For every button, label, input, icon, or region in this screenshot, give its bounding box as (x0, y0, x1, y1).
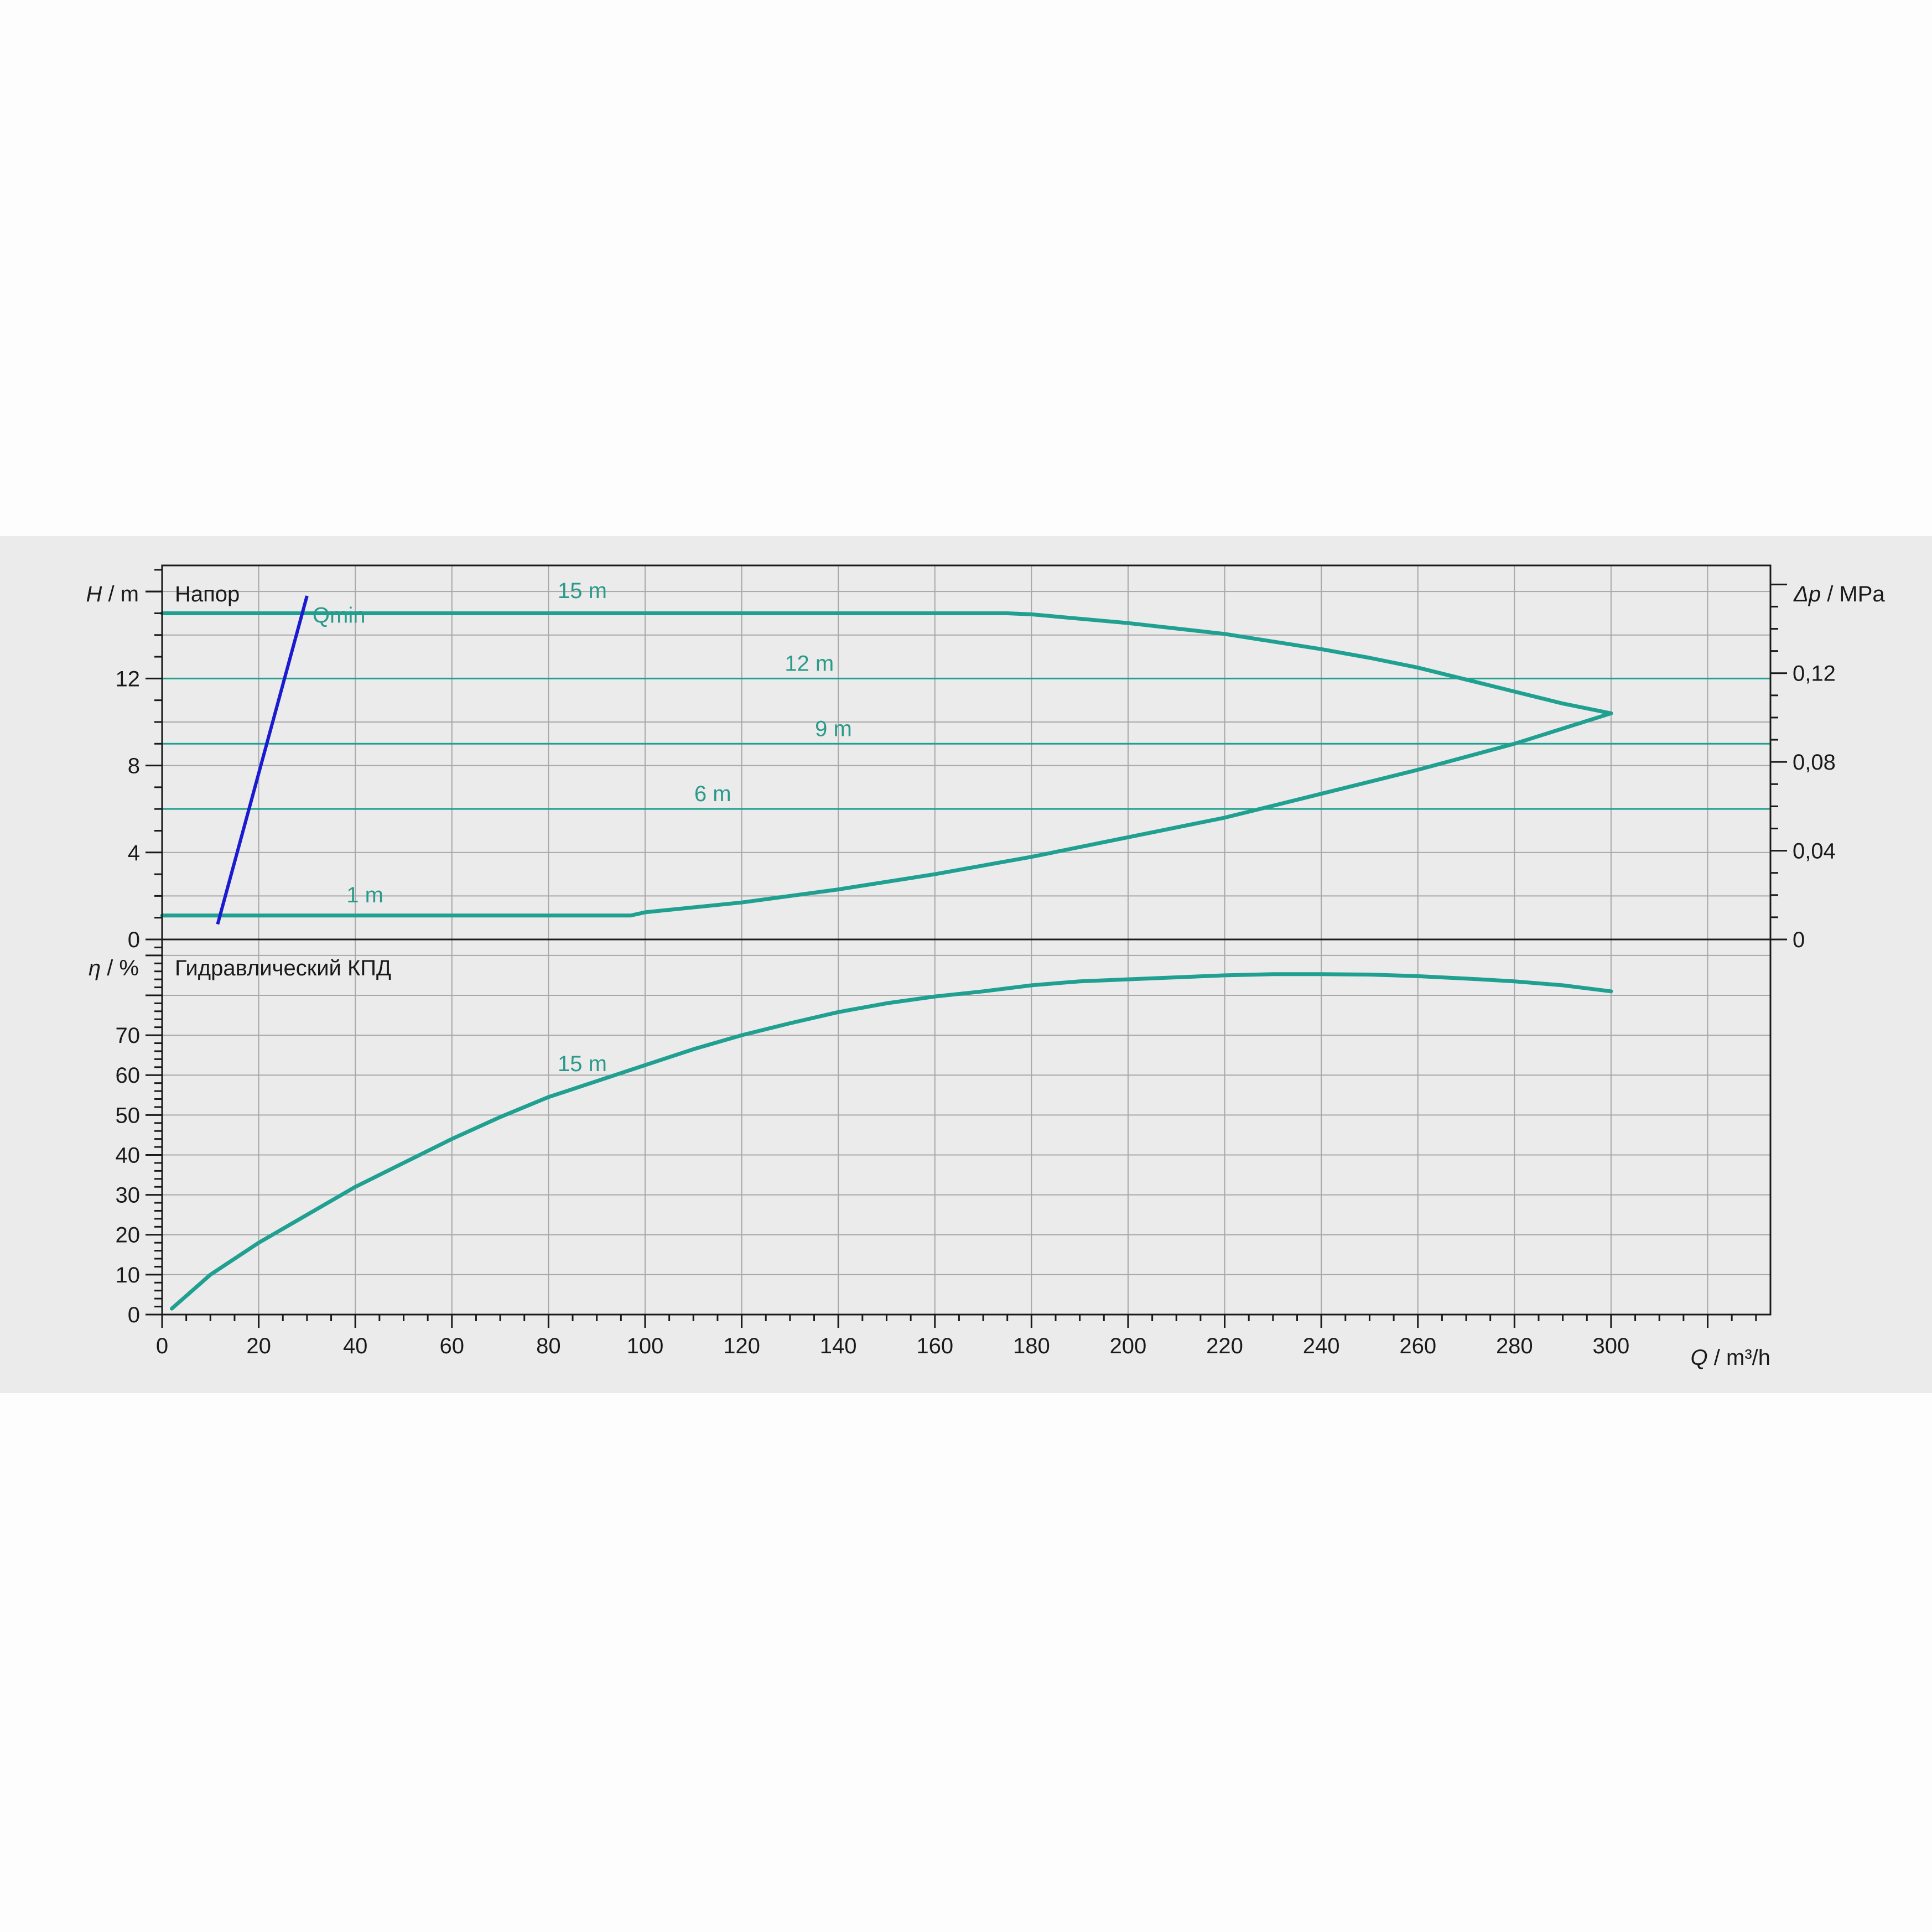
curve-layer (160, 595, 1770, 1311)
x-tick-label: 60 (440, 1334, 465, 1358)
efficiency-y-tick-label: 60 (116, 1063, 141, 1088)
qmin-line (216, 595, 309, 925)
x-tick-label: 240 (1303, 1334, 1340, 1358)
setpoint-label-6m: 6 m (694, 782, 731, 806)
setpoint-label-12m: 12 m (785, 651, 834, 676)
head-curve-15m (160, 611, 1613, 715)
head-axis-unit: / m (102, 582, 139, 606)
x-tick-label: 0 (156, 1334, 168, 1358)
pressure-axis-symbol: Δp (1793, 582, 1821, 606)
head-axis-symbol: H (86, 582, 102, 606)
head-axis-label: H / m (86, 582, 139, 606)
pressure-tick-label: 0,12 (1793, 662, 1836, 686)
frame-layer (146, 564, 1787, 1328)
x-tick-label: 260 (1399, 1334, 1436, 1358)
head-y-tick-label: 8 (128, 754, 140, 778)
setpoint-label-9m: 9 m (815, 716, 852, 741)
x-tick-label: 20 (246, 1334, 271, 1358)
efficiency-panel-title: Гидравлический КПД (175, 956, 391, 980)
x-tick-label: 160 (916, 1334, 953, 1358)
x-tick-label: 120 (723, 1334, 760, 1358)
efficiency-axis-label: η / % (89, 956, 139, 980)
text-layer: Напор Гидравлический КПД H / m η / % Δp … (86, 579, 1885, 1370)
flow-axis-symbol: Q (1691, 1346, 1708, 1370)
efficiency-axis-unit: / % (101, 956, 139, 980)
head-y-tick-label: 4 (128, 841, 140, 865)
efficiency-y-tick-label: 50 (116, 1103, 141, 1128)
efficiency-y-tick-label: 30 (116, 1183, 141, 1208)
qmin-label: Qmin (313, 603, 366, 627)
x-tick-label: 140 (820, 1334, 857, 1358)
efficiency-y-tick-label: 20 (116, 1223, 141, 1248)
head-y-tick-label: 12 (116, 667, 141, 691)
head-y-tick-label: 0 (128, 928, 140, 952)
efficiency-curve-15m (170, 972, 1613, 1311)
pressure-axis-unit: / MPa (1821, 582, 1885, 606)
efficiency-y-tick-label: 40 (116, 1143, 141, 1167)
x-tick-label: 80 (536, 1334, 561, 1358)
head-panel-title: Напор (175, 582, 240, 606)
x-tick-label: 100 (627, 1334, 664, 1358)
x-tick-label: 280 (1496, 1334, 1533, 1358)
x-tick-label: 200 (1110, 1334, 1147, 1358)
x-tick-label: 220 (1206, 1334, 1243, 1358)
efficiency-y-tick-label: 0 (128, 1303, 140, 1327)
head-curve-label-15m: 15 m (558, 579, 607, 603)
pressure-tick-label: 0,08 (1793, 750, 1836, 775)
pressure-tick-label: 0,04 (1793, 839, 1836, 864)
head-curve-label-1m: 1 m (346, 883, 383, 907)
pressure-tick-label: 0 (1793, 928, 1805, 952)
x-tick-label: 180 (1013, 1334, 1050, 1358)
head-curve-1m (160, 711, 1613, 918)
efficiency-y-tick-label: 10 (116, 1263, 141, 1287)
flow-axis-unit: / m³/h (1708, 1346, 1770, 1370)
efficiency-y-tick-label: 70 (116, 1024, 141, 1048)
x-tick-label: 300 (1593, 1334, 1630, 1358)
pressure-axis-label: Δp / MPa (1793, 582, 1885, 606)
flow-axis-label: Q / m³/h (1691, 1346, 1770, 1370)
efficiency-curve-label-15m: 15 m (558, 1052, 607, 1076)
efficiency-axis-symbol: η (89, 956, 101, 980)
x-tick-label: 40 (343, 1334, 368, 1358)
